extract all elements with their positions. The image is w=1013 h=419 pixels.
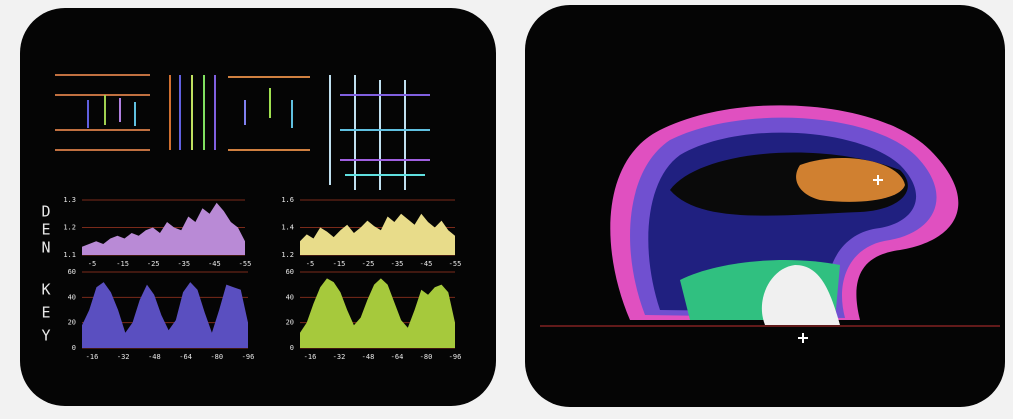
y-tick-label: 60 <box>286 268 294 276</box>
x-tick-label: -16 <box>86 353 99 361</box>
y-tick-label: 20 <box>286 319 294 327</box>
x-tick-label: -96 <box>449 353 462 361</box>
side-letter: E <box>41 221 50 239</box>
side-letter: Y <box>41 327 50 345</box>
x-tick-label: -80 <box>210 353 223 361</box>
x-tick-label: -15 <box>333 260 346 268</box>
area <box>300 278 455 348</box>
x-tick-label: -55 <box>449 260 462 268</box>
y-tick-label: 20 <box>68 319 76 327</box>
y-tick-label: 40 <box>286 293 294 301</box>
x-tick-label: -45 <box>208 260 221 268</box>
side-letter: K <box>41 281 50 299</box>
x-tick-label: -35 <box>177 260 190 268</box>
x-tick-label: -35 <box>391 260 404 268</box>
x-tick-label: -96 <box>242 353 255 361</box>
y-tick-label: 60 <box>68 268 76 276</box>
x-tick-label: -5 <box>88 260 96 268</box>
y-tick-label: 1.2 <box>281 251 294 259</box>
y-tick-label: 40 <box>68 293 76 301</box>
x-tick-label: -64 <box>179 353 192 361</box>
side-letter: N <box>41 239 50 257</box>
x-tick-label: -45 <box>420 260 433 268</box>
x-tick-label: -80 <box>420 353 433 361</box>
x-tick-label: -48 <box>362 353 375 361</box>
x-tick-label: -15 <box>116 260 129 268</box>
brain-scan <box>540 105 1000 343</box>
y-tick-label: 1.2 <box>63 224 76 232</box>
x-tick-label: -32 <box>117 353 130 361</box>
y-tick-label: 1.3 <box>63 196 76 204</box>
area <box>82 282 248 348</box>
x-tick-label: -48 <box>148 353 161 361</box>
error-bar-panels <box>55 74 430 190</box>
x-tick-label: -25 <box>147 260 160 268</box>
x-tick-label: -64 <box>391 353 404 361</box>
y-tick-label: 0 <box>290 344 294 352</box>
x-tick-label: -25 <box>362 260 375 268</box>
y-tick-label: 1.6 <box>281 196 294 204</box>
side-letter: E <box>41 304 50 322</box>
x-tick-label: -55 <box>239 260 252 268</box>
side-letter: D <box>41 203 50 221</box>
y-tick-label: 1.4 <box>281 224 294 232</box>
area <box>300 213 455 255</box>
x-tick-label: -16 <box>304 353 317 361</box>
area <box>82 202 245 255</box>
x-tick-label: -32 <box>333 353 346 361</box>
y-tick-label: 1.1 <box>63 251 76 259</box>
y-tick-label: 0 <box>72 344 76 352</box>
x-tick-label: -5 <box>306 260 314 268</box>
